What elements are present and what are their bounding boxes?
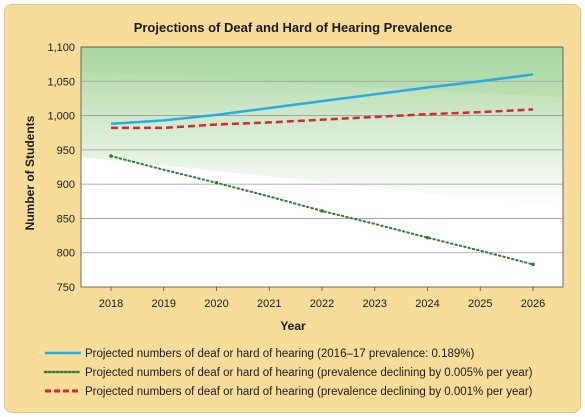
legend: Projected numbers of deaf or hard of hea… xyxy=(43,348,533,398)
x-tick-label: 2023 xyxy=(363,298,387,310)
projection-band xyxy=(81,47,563,207)
x-axis-label: Year xyxy=(280,319,306,333)
series-point-2 xyxy=(320,209,324,213)
chart-frame: Projections of Deaf and Hard of Hearing … xyxy=(4,4,581,413)
legend-label-2: Projected numbers of deaf or hard of hea… xyxy=(85,367,533,379)
series-point-2 xyxy=(425,235,430,240)
y-tick-label: 850 xyxy=(57,213,75,225)
x-tick-label: 2020 xyxy=(204,298,228,310)
y-axis-label: Number of Students xyxy=(23,115,37,230)
y-tick-label: 750 xyxy=(57,282,75,294)
series-point-2 xyxy=(109,154,113,158)
chart: Projections of Deaf and Hard of Hearing … xyxy=(23,20,564,398)
legend-label-1: Projected numbers of deaf or hard of hea… xyxy=(85,348,475,360)
x-tick-label: 2024 xyxy=(415,298,439,310)
y-tick-label: 1,050 xyxy=(47,76,75,88)
chart-title: Projections of Deaf and Hard of Hearing … xyxy=(134,20,453,35)
y-tick-label: 1,100 xyxy=(47,42,75,54)
series-line-1 xyxy=(110,73,534,126)
x-tick-label: 2025 xyxy=(468,298,492,310)
x-tick-label: 2022 xyxy=(310,298,334,310)
y-tick-label: 1,000 xyxy=(47,111,75,123)
x-tick-label: 2026 xyxy=(521,298,545,310)
series-line-3 xyxy=(111,108,534,130)
x-tick-label: 2018 xyxy=(99,298,123,310)
axes: 750 800 850 900 950 1,000 1,050 1,100 2018 2019 20… xyxy=(47,42,564,310)
x-tick-label: 2021 xyxy=(257,298,281,310)
plot-area xyxy=(81,46,563,287)
series-point-2 xyxy=(214,180,219,185)
y-tick-label: 800 xyxy=(57,248,75,260)
y-tick-label: 950 xyxy=(57,145,75,157)
y-tick-label: 900 xyxy=(57,179,75,191)
legend-label-3: Projected numbers of deaf or hard of hea… xyxy=(85,386,533,398)
x-tick-label: 2019 xyxy=(152,298,176,310)
series-point-2 xyxy=(531,262,535,267)
